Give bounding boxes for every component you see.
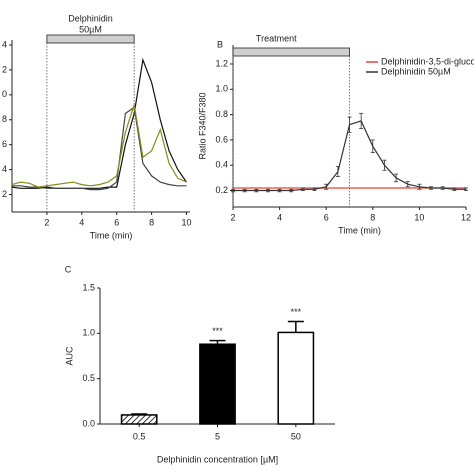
bar — [120, 414, 158, 425]
x-tick-label: 4 — [277, 212, 282, 222]
y-tick-label: 0.5 — [82, 373, 95, 383]
y-tick-label: 2 — [2, 189, 7, 199]
x-tick-label: 2 — [44, 217, 49, 227]
y-tick-label: 1.0 — [82, 328, 95, 338]
x-tick-label: 2 — [230, 212, 235, 222]
series-line — [11, 104, 187, 188]
y-tick-label: 8 — [2, 114, 7, 124]
panel-label: B — [217, 39, 223, 49]
y-tick-label: 0 — [2, 89, 7, 99]
x-tick-label: 6 — [324, 212, 329, 222]
x-tick-label: 5 — [215, 431, 220, 441]
y-tick-label: 2 — [2, 64, 7, 74]
x-tick-label: 6 — [114, 217, 119, 227]
chart-title: Treatment — [256, 33, 297, 43]
x-tick-label: 12 — [461, 212, 471, 222]
series-line — [233, 120, 466, 192]
x-tick-label: 50 — [291, 431, 301, 441]
legend-label: Delphinidin-3,5-di-glucoside — [381, 56, 474, 66]
significance: *** — [291, 307, 302, 317]
y-axis-label: AUC — [64, 346, 74, 366]
treatment-bar — [46, 34, 135, 44]
x-tick-label: 4 — [79, 217, 84, 227]
bar — [199, 343, 236, 425]
legend-label: Delphinidin 50µM — [381, 66, 451, 76]
y-tick-label: 4 — [2, 164, 7, 174]
x-tick-label: 0.5 — [133, 431, 146, 441]
y-axis-label: Ratio F340/F380 — [197, 92, 207, 159]
y-tick-label: 1.2 — [215, 58, 228, 68]
y-tick-label: 6 — [2, 139, 7, 149]
x-axis-label: Delphinidin concentration [µM] — [157, 454, 278, 464]
significance: *** — [212, 326, 223, 336]
x-tick-label: 10 — [414, 212, 424, 222]
y-tick-label: 0.4 — [215, 160, 228, 170]
panel-label: C — [65, 264, 72, 274]
x-tick-label: 8 — [370, 212, 375, 222]
y-tick-label: 0.6 — [215, 134, 228, 144]
bar — [277, 331, 315, 425]
chart-title: Delphinidin — [68, 13, 113, 23]
y-tick-label: 0.8 — [215, 109, 228, 119]
series-line — [11, 57, 187, 189]
y-tick-label: 1.0 — [215, 84, 228, 94]
treatment-bar — [232, 47, 350, 57]
x-axis-label: Time (min) — [90, 230, 133, 240]
chart-subtitle: 50µM — [79, 24, 102, 34]
y-tick-label: 1.5 — [82, 282, 95, 292]
y-tick-label: 0.0 — [82, 418, 95, 428]
x-tick-label: 8 — [149, 217, 154, 227]
x-axis-label: Time (min) — [338, 225, 381, 235]
y-tick-label: 0.2 — [215, 185, 228, 195]
series-line — [12, 106, 187, 191]
x-tick-label: 10 — [182, 217, 192, 227]
y-tick-label: 4 — [2, 39, 7, 49]
